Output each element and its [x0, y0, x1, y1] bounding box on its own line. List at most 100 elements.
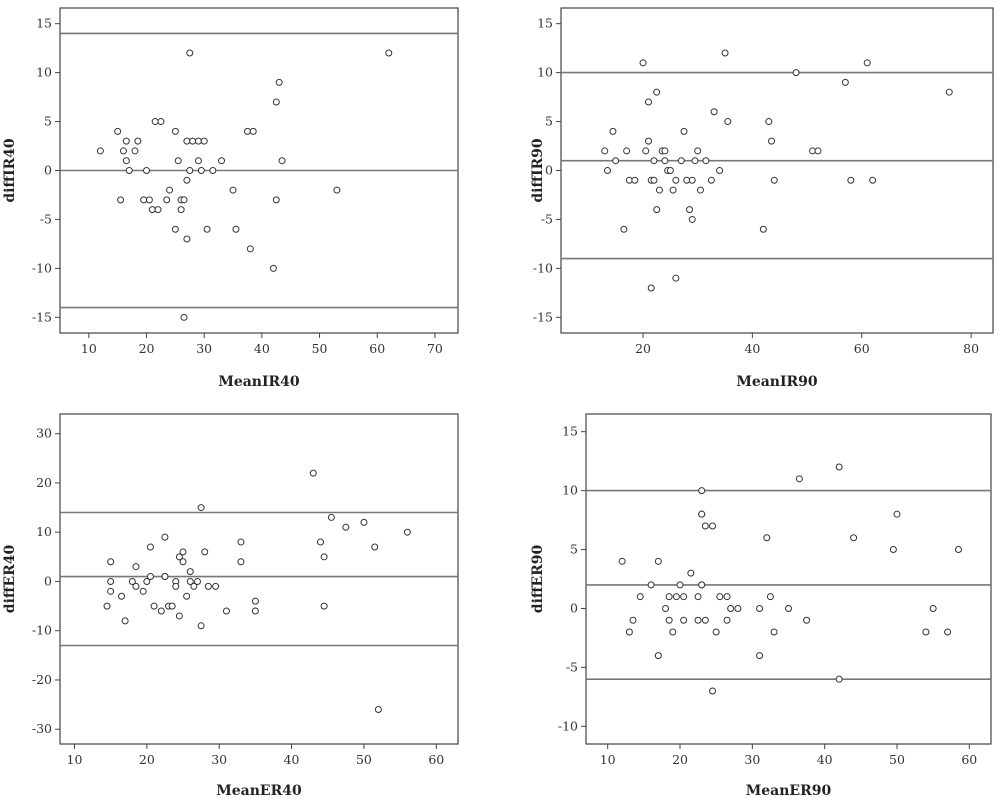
data-point	[119, 147, 127, 155]
data-point	[814, 147, 822, 155]
data-point	[360, 518, 368, 526]
plot-area	[59, 413, 459, 745]
chart-panel-3: 10 20 30 40 50 60 -30 -20 -10 0 10 20 30 MeanER40 diff…	[2, 413, 459, 799]
data-point	[694, 616, 702, 624]
data-point	[180, 313, 188, 321]
x-tick-label: 80	[963, 341, 979, 356]
data-point	[183, 592, 191, 600]
data-point	[869, 176, 877, 184]
data-point	[117, 196, 125, 204]
y-tick-label: -10	[32, 623, 52, 638]
y-tick-label: -30	[32, 721, 52, 736]
data-point	[603, 167, 611, 174]
data-point	[672, 274, 680, 282]
data-point	[385, 49, 393, 57]
data-point	[327, 513, 335, 521]
y-axis-label: diffER90	[530, 545, 546, 614]
data-point	[672, 176, 680, 184]
x-tick-label: 50	[889, 752, 905, 767]
data-point	[686, 206, 694, 214]
data-point	[803, 616, 811, 624]
data-point	[759, 225, 767, 233]
plot-area	[585, 413, 992, 745]
data-point	[131, 147, 139, 155]
y-tick-label: -15	[533, 309, 553, 324]
data-point	[145, 196, 153, 204]
y-tick-label: -15	[32, 309, 52, 324]
y-tick-label: 0	[545, 163, 553, 178]
data-point	[647, 284, 655, 292]
data-point	[691, 157, 699, 165]
y-tick-label: 10	[36, 524, 52, 539]
data-point	[134, 137, 142, 145]
data-point	[232, 225, 240, 233]
data-point	[128, 577, 136, 585]
data-point	[197, 167, 205, 174]
data-point	[179, 548, 187, 556]
data-point	[183, 176, 191, 184]
y-axis-label: diffIR90	[530, 138, 546, 203]
data-point	[193, 577, 201, 585]
data-point	[669, 628, 677, 636]
data-point	[792, 69, 800, 77]
data-point	[642, 147, 650, 155]
data-point	[183, 137, 191, 145]
data-point	[201, 548, 209, 556]
data-point	[688, 176, 696, 184]
data-point	[694, 593, 702, 601]
data-point	[186, 49, 194, 57]
data-point	[721, 49, 729, 57]
y-tick-label: 5	[545, 114, 553, 129]
x-tick-label: 10	[600, 752, 616, 767]
data-point	[661, 147, 669, 155]
x-tick-label: 40	[817, 752, 833, 767]
y-tick-label: 0	[44, 573, 52, 588]
data-point	[727, 604, 735, 612]
data-point	[696, 186, 704, 194]
data-point	[186, 167, 194, 174]
data-point	[944, 628, 952, 636]
data-point	[309, 469, 317, 477]
data-point	[945, 88, 953, 96]
data-point	[835, 675, 843, 683]
data-point	[665, 593, 673, 601]
data-point	[154, 206, 162, 214]
data-point	[654, 557, 662, 565]
x-axis-label: MeanER90	[746, 783, 832, 799]
data-point	[204, 582, 212, 590]
x-tick-label: 20	[139, 752, 155, 767]
data-point	[847, 176, 855, 184]
data-point	[320, 553, 328, 561]
y-tick-label: -5	[541, 211, 553, 226]
data-point	[724, 118, 732, 126]
data-point	[647, 581, 655, 589]
data-point	[893, 510, 901, 518]
data-point	[766, 593, 774, 601]
data-point	[756, 652, 764, 660]
data-point	[688, 215, 696, 223]
data-point	[168, 602, 176, 610]
x-tick-label: 60	[961, 752, 977, 767]
data-point	[601, 147, 609, 155]
x-tick-label: 30	[211, 752, 227, 767]
data-point	[166, 186, 174, 194]
data-point	[707, 176, 715, 184]
data-point	[710, 108, 718, 116]
data-point	[161, 533, 169, 541]
data-point	[146, 543, 154, 551]
x-axis-label: MeanIR40	[218, 374, 300, 390]
data-point	[765, 118, 773, 126]
data-point	[237, 558, 245, 566]
data-point	[644, 137, 652, 145]
data-point	[669, 186, 677, 194]
data-point	[171, 127, 179, 135]
y-tick-label: 15	[562, 424, 578, 439]
y-tick-label: 0	[44, 163, 52, 178]
data-point	[251, 607, 259, 615]
data-point	[96, 147, 104, 155]
data-point	[636, 593, 644, 601]
data-point	[157, 607, 165, 615]
data-point	[371, 543, 379, 551]
data-point	[132, 563, 140, 571]
data-point	[672, 593, 680, 601]
